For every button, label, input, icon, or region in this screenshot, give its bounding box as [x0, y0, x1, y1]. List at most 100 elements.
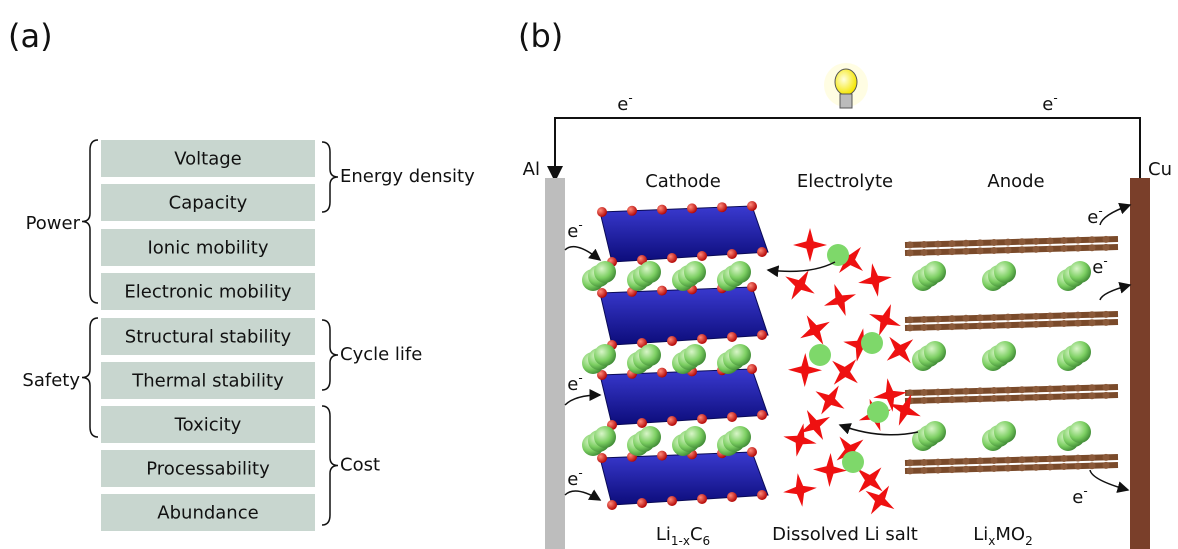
carbon — [977, 247, 984, 254]
carbon — [1103, 236, 1110, 243]
electron-label: e- — [617, 91, 632, 116]
material-label-part: MO — [995, 524, 1025, 545]
e-arrow — [1090, 470, 1128, 490]
carbon — [1061, 312, 1068, 319]
property-label: Ionic mobility — [147, 238, 268, 259]
material-label-part: Li — [656, 524, 671, 545]
carbon — [1033, 321, 1040, 328]
li-ion — [639, 344, 661, 366]
li-ion — [1069, 261, 1091, 283]
oxygen — [757, 410, 767, 420]
anion — [816, 386, 845, 415]
carbon — [1005, 465, 1012, 472]
li-ion — [1069, 421, 1091, 443]
electron-label-part: - — [1053, 91, 1057, 105]
material-label-part: 2 — [1025, 534, 1033, 548]
carbon — [921, 397, 928, 404]
anion — [800, 410, 830, 440]
oxygen — [637, 418, 647, 428]
carbon — [921, 459, 928, 466]
carbon — [977, 465, 984, 472]
material-label-part: C — [690, 524, 703, 545]
material-label-part: Dissolved Li salt — [772, 524, 918, 545]
carbon — [1005, 387, 1012, 394]
material-label-part: x — [988, 534, 995, 548]
carbon — [1075, 385, 1082, 392]
oxygen — [727, 412, 737, 422]
carbon — [1047, 320, 1054, 327]
li-ion — [994, 341, 1016, 363]
electron-label-part: e — [567, 221, 578, 242]
electron-label-part: e — [1087, 207, 1098, 228]
electron-label: e- — [567, 371, 582, 396]
carbon — [921, 389, 928, 396]
oxygen — [657, 451, 667, 461]
carbon — [1047, 237, 1054, 244]
carbon — [935, 316, 942, 323]
carbon — [921, 249, 928, 256]
carbon — [1005, 239, 1012, 246]
carbon — [1033, 313, 1040, 320]
carbon — [1075, 463, 1082, 470]
oxygen — [757, 330, 767, 340]
property-label: Structural stability — [125, 327, 292, 348]
cathode-slab — [600, 206, 768, 262]
oxygen — [667, 416, 677, 426]
anion — [785, 270, 814, 299]
carbon — [963, 323, 970, 330]
property-label: Abundance — [157, 503, 258, 524]
li-ion — [729, 261, 751, 283]
carbon — [1089, 462, 1096, 469]
carbon — [963, 458, 970, 465]
electron-label: e- — [567, 466, 582, 491]
carbon — [1061, 455, 1068, 462]
carbon — [991, 387, 998, 394]
carbon — [991, 322, 998, 329]
wire — [555, 118, 1140, 178]
carbon — [1075, 237, 1082, 244]
carbon — [1103, 384, 1110, 391]
carbon — [977, 314, 984, 321]
carbon — [991, 465, 998, 472]
carbon — [1075, 393, 1082, 400]
group-label: Power — [26, 213, 81, 234]
electron-label-part: - — [578, 466, 582, 480]
carbon — [1103, 392, 1110, 399]
carbon — [977, 239, 984, 246]
carbon — [907, 316, 914, 323]
al-collector — [545, 178, 565, 549]
oxygen — [667, 253, 677, 263]
carbon — [1033, 456, 1040, 463]
panel-b: (b)AlCuCathodeElectrolyteAnodeLi1-xC6Dis… — [518, 17, 1172, 549]
cu-collector — [1130, 178, 1150, 549]
carbon — [1033, 246, 1040, 253]
li-ion — [924, 421, 946, 443]
li-ion — [684, 344, 706, 366]
carbon — [935, 249, 942, 256]
carbon — [1061, 463, 1068, 470]
li-ion — [861, 332, 883, 354]
panel-label: (a) — [8, 17, 53, 55]
carbon — [1061, 385, 1068, 392]
brace — [82, 140, 98, 303]
carbon — [921, 316, 928, 323]
carbon — [1089, 392, 1096, 399]
li-ion — [842, 451, 864, 473]
anion — [800, 315, 830, 345]
electron-label-part: e — [617, 94, 628, 115]
anion — [887, 337, 913, 363]
cathode-slab — [600, 369, 768, 425]
li-ion — [924, 261, 946, 283]
e-arrow — [1100, 205, 1130, 225]
carbon — [935, 467, 942, 474]
carbon — [1061, 245, 1068, 252]
carbon — [1089, 454, 1096, 461]
anion — [793, 228, 827, 262]
e-arrow — [1100, 285, 1130, 300]
carbon — [1075, 312, 1082, 319]
carbon — [963, 248, 970, 255]
panel-a: (a)VoltageCapacityIonic mobilityElectron… — [8, 17, 475, 531]
carbon — [1019, 321, 1026, 328]
oxygen — [747, 201, 757, 211]
material-label: Dissolved Li salt — [772, 524, 918, 545]
